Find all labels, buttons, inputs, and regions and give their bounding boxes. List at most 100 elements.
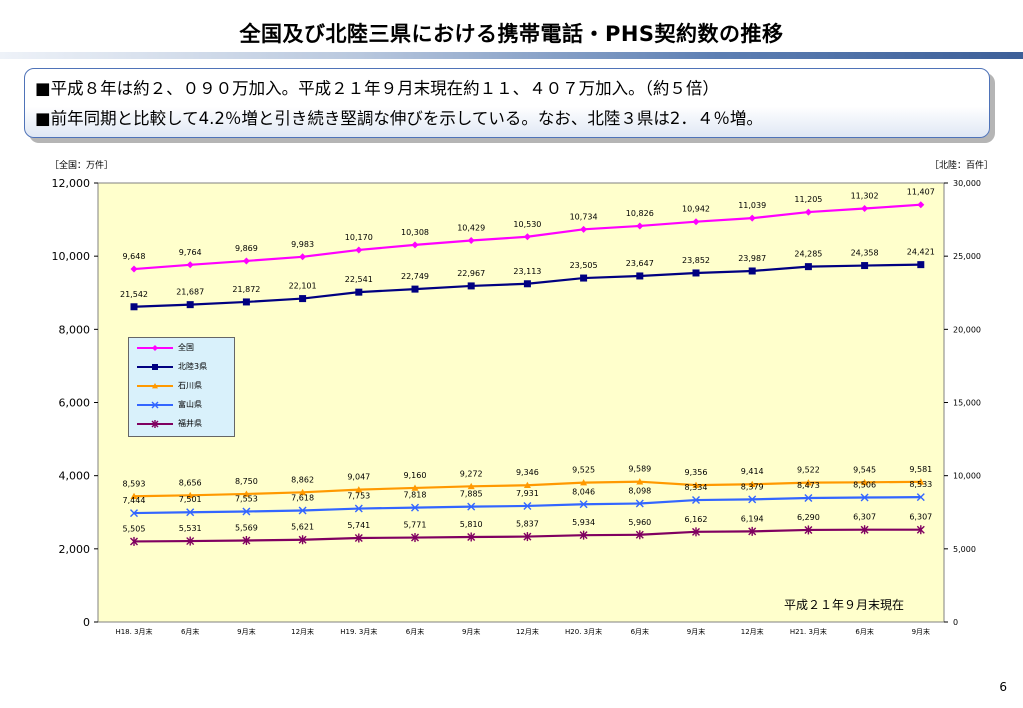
data-label: 22,967 xyxy=(457,269,485,278)
data-point xyxy=(467,482,475,490)
data-label: 5,621 xyxy=(291,523,314,532)
data-point xyxy=(523,280,531,288)
marker-stroke xyxy=(151,401,159,409)
data-point xyxy=(355,288,363,296)
left-tick-label: 2,000 xyxy=(59,543,91,556)
x-tick-label: 9月末 xyxy=(237,627,255,636)
data-point xyxy=(917,261,925,269)
marker-stroke xyxy=(748,495,757,504)
data-label: 5,569 xyxy=(235,524,258,533)
data-point xyxy=(467,282,475,290)
data-label: 7,553 xyxy=(235,494,258,503)
data-label: 9,525 xyxy=(572,466,595,475)
data-label: 10,170 xyxy=(345,233,373,242)
data-label: 24,421 xyxy=(907,248,935,257)
data-point xyxy=(579,530,588,540)
data-point xyxy=(748,480,756,488)
data-label: 11,205 xyxy=(794,195,822,204)
data-point xyxy=(355,246,363,254)
data-label: 9,346 xyxy=(516,468,539,477)
data-point xyxy=(242,490,250,497)
marker-stroke xyxy=(467,502,476,511)
data-point xyxy=(860,493,869,502)
x-tick-label: H19. 3月末 xyxy=(340,627,377,636)
as-of-note: 平成２１年９月末現在 xyxy=(784,598,905,612)
x-tick-label: 12月末 xyxy=(516,627,539,636)
data-point xyxy=(186,301,194,309)
data-label: 9,589 xyxy=(628,465,651,474)
data-label: 8,046 xyxy=(572,487,595,496)
data-point xyxy=(411,503,419,512)
data-label: 22,749 xyxy=(401,272,429,281)
data-point xyxy=(186,261,194,269)
legend-label: 北陸3県 xyxy=(178,362,208,371)
legend-item-toyama: 富山県 xyxy=(133,398,233,412)
data-point xyxy=(242,536,251,546)
data-label: 5,505 xyxy=(123,524,146,533)
chart-legend: 全国 北陸3県 石川県 富山県 福井県 xyxy=(128,337,235,437)
left-tick-label: 10,000 xyxy=(52,250,91,263)
data-label: 11,302 xyxy=(851,192,879,201)
data-label: 5,771 xyxy=(404,521,427,530)
data-point xyxy=(636,478,644,485)
title-divider xyxy=(0,52,1023,59)
legend-marker xyxy=(151,401,159,409)
data-label: 7,818 xyxy=(404,491,427,500)
right-tick-label: 5,000 xyxy=(953,545,976,554)
left-tick-label: 8,000 xyxy=(59,323,91,336)
data-label: 5,960 xyxy=(628,518,651,527)
data-point xyxy=(354,533,363,543)
data-label: 7,931 xyxy=(516,489,539,498)
data-label: 9,648 xyxy=(123,252,146,261)
legend-label: 福井県 xyxy=(178,419,202,428)
data-label: 5,741 xyxy=(347,521,370,530)
data-point xyxy=(804,208,812,216)
data-point xyxy=(242,507,251,516)
data-point xyxy=(748,495,757,504)
legend-marker xyxy=(151,420,159,428)
data-label: 23,852 xyxy=(682,256,710,265)
data-point xyxy=(130,509,138,518)
x-tick-label: 9月末 xyxy=(687,627,705,636)
data-label: 8,473 xyxy=(797,481,820,490)
data-point xyxy=(411,533,419,543)
data-label: 10,530 xyxy=(513,220,541,229)
data-label: 21,542 xyxy=(120,290,148,299)
summary-callout: ■平成８年は約２、０９０万加入。平成２１年９月末現在約１１、４０７万加入。（約５… xyxy=(24,68,990,138)
data-point xyxy=(299,253,307,261)
data-label: 6,194 xyxy=(741,514,764,523)
legend-swatch-ishikawa xyxy=(137,383,173,389)
data-point xyxy=(130,265,138,273)
data-label: 11,039 xyxy=(738,201,766,210)
data-point xyxy=(861,205,869,213)
x-tick-label: 6月末 xyxy=(631,627,649,636)
data-point xyxy=(242,298,250,306)
marker-stroke xyxy=(692,496,700,505)
data-label: 22,101 xyxy=(289,282,317,291)
data-point xyxy=(861,262,869,270)
data-label: 8,506 xyxy=(853,481,876,490)
data-label: 9,869 xyxy=(235,244,258,253)
data-label: 9,764 xyxy=(179,248,202,257)
marker-stroke xyxy=(354,504,363,513)
data-label: 8,862 xyxy=(291,475,314,484)
data-point xyxy=(299,295,307,303)
legend-swatch-national xyxy=(137,345,173,351)
left-axis-unit: ［全国：万件］ xyxy=(50,161,114,171)
legend-item-fukui: 福井県 xyxy=(133,417,233,431)
left-tick-label: 12,000 xyxy=(52,177,91,190)
data-label: 22,541 xyxy=(345,275,373,284)
data-point xyxy=(523,233,531,241)
data-point xyxy=(636,272,644,280)
data-point xyxy=(523,481,531,489)
data-label: 21,872 xyxy=(232,285,260,294)
data-point xyxy=(692,527,700,537)
legend-swatch-toyama xyxy=(137,401,173,409)
x-tick-label: H21. 3月末 xyxy=(790,627,827,636)
marker-stroke xyxy=(579,500,588,509)
x-tick-label: 12月末 xyxy=(741,627,764,636)
plot-area xyxy=(97,182,945,623)
data-label: 10,308 xyxy=(401,228,429,237)
data-point xyxy=(523,532,532,542)
